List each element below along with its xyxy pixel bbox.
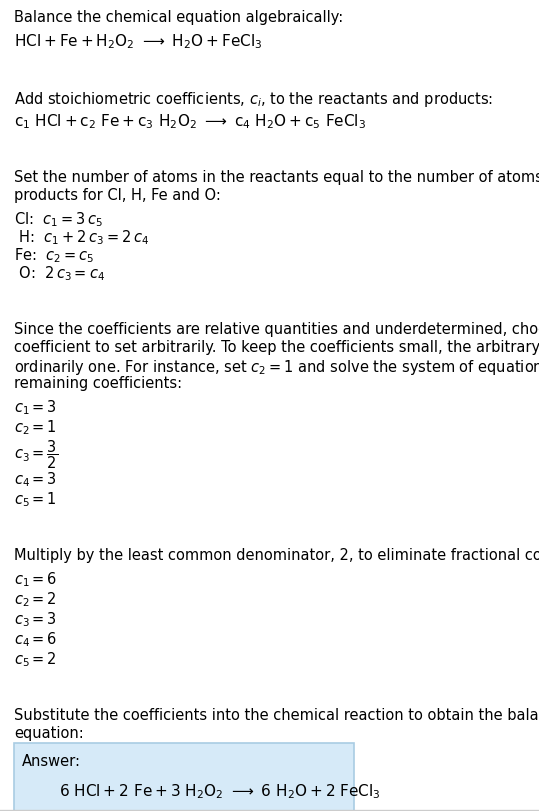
Text: Balance the chemical equation algebraically:: Balance the chemical equation algebraica…: [14, 10, 343, 25]
Text: $c_2 = 2$: $c_2 = 2$: [14, 590, 57, 608]
Text: $c_5 = 1$: $c_5 = 1$: [14, 489, 57, 508]
Text: Since the coefficients are relative quantities and underdetermined, choose a: Since the coefficients are relative quan…: [14, 322, 539, 337]
Text: Cl:  $c_1 = 3\,c_5$: Cl: $c_1 = 3\,c_5$: [14, 210, 103, 229]
Text: Fe:  $c_2 = c_5$: Fe: $c_2 = c_5$: [14, 246, 94, 264]
Text: remaining coefficients:: remaining coefficients:: [14, 375, 182, 391]
Text: equation:: equation:: [14, 725, 84, 740]
Text: Multiply by the least common denominator, 2, to eliminate fractional coefficient: Multiply by the least common denominator…: [14, 547, 539, 562]
Text: $\mathrm{c_1\ HCl + c_2\ Fe + c_3\ H_2O_2 \ \longrightarrow \ c_4\ H_2O + c_5\ F: $\mathrm{c_1\ HCl + c_2\ Fe + c_3\ H_2O_…: [14, 112, 367, 131]
Text: $c_4 = 6$: $c_4 = 6$: [14, 629, 57, 648]
Text: $c_4 = 3$: $c_4 = 3$: [14, 470, 57, 488]
Text: coefficient to set arbitrarily. To keep the coefficients small, the arbitrary va: coefficient to set arbitrarily. To keep …: [14, 340, 539, 354]
Text: O:  $2\,c_3 = c_4$: O: $2\,c_3 = c_4$: [14, 264, 105, 282]
Text: $c_2 = 1$: $c_2 = 1$: [14, 418, 57, 436]
Text: Add stoichiometric coefficients, $c_i$, to the reactants and products:: Add stoichiometric coefficients, $c_i$, …: [14, 90, 493, 109]
Text: Substitute the coefficients into the chemical reaction to obtain the balanced: Substitute the coefficients into the che…: [14, 707, 539, 722]
Text: ordinarily one. For instance, set $c_2 = 1$ and solve the system of equations fo: ordinarily one. For instance, set $c_2 =…: [14, 358, 539, 376]
Text: H:  $c_1 + 2\,c_3 = 2\,c_4$: H: $c_1 + 2\,c_3 = 2\,c_4$: [14, 228, 149, 247]
Text: $c_1 = 3$: $c_1 = 3$: [14, 397, 57, 416]
Text: $\mathrm{HCl + Fe + H_2O_2 \ \longrightarrow \ H_2O + FeCl_3}$: $\mathrm{HCl + Fe + H_2O_2 \ \longrighta…: [14, 32, 262, 50]
Text: $c_3 = 3$: $c_3 = 3$: [14, 609, 57, 628]
Text: $\mathrm{6\ HCl + 2\ Fe + 3\ H_2O_2 \ \longrightarrow \ 6\ H_2O + 2\ FeCl_3}$: $\mathrm{6\ HCl + 2\ Fe + 3\ H_2O_2 \ \l…: [59, 781, 381, 800]
Text: $c_3 = \dfrac{3}{2}$: $c_3 = \dfrac{3}{2}$: [14, 437, 58, 470]
Text: products for Cl, H, Fe and O:: products for Cl, H, Fe and O:: [14, 188, 221, 203]
FancyBboxPatch shape: [14, 743, 354, 811]
Text: Answer:: Answer:: [22, 753, 81, 768]
Text: Set the number of atoms in the reactants equal to the number of atoms in the: Set the number of atoms in the reactants…: [14, 169, 539, 185]
Text: $c_1 = 6$: $c_1 = 6$: [14, 569, 57, 588]
Text: $c_5 = 2$: $c_5 = 2$: [14, 649, 57, 668]
